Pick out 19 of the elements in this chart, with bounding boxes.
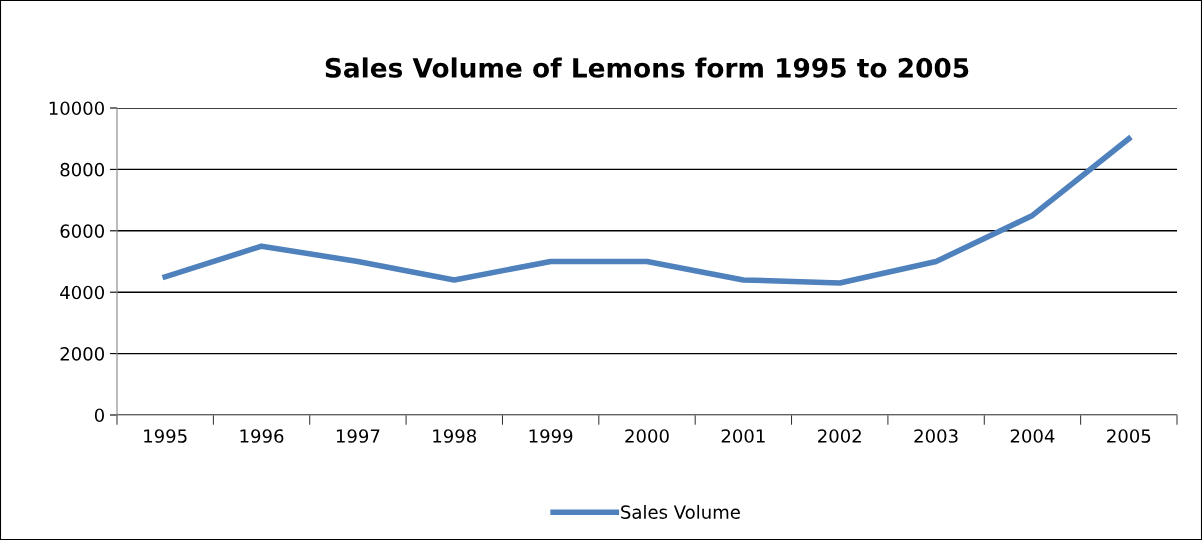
x-tick-label: 1998 (433, 429, 477, 443)
y-tick-label: 0 (94, 408, 104, 423)
legend-label: Sales Volume (621, 504, 740, 519)
y-tick-label: 2000 (60, 347, 104, 361)
x-tick-label: 2001 (721, 429, 765, 443)
x-tick-label: 1995 (144, 429, 187, 443)
y-tick-label: 10000 (49, 101, 104, 116)
chart-title: Sales Volume of Lemons form 1995 to 2005 (325, 57, 969, 78)
x-tick-label: 1996 (240, 429, 284, 443)
x-tick-label: 2002 (818, 429, 861, 443)
x-tick-label: 1997 (336, 429, 380, 443)
x-tick-label: 2005 (1107, 429, 1151, 443)
y-tick-label: 8000 (60, 162, 104, 177)
x-tick-label: 1999 (529, 429, 573, 443)
y-tick-label: 6000 (60, 224, 104, 238)
x-tick-label: 2004 (1010, 429, 1055, 443)
x-tick-label: 2003 (914, 429, 958, 443)
y-tick-label: 4000 (60, 285, 104, 300)
x-tick-label: 2000 (625, 429, 669, 443)
